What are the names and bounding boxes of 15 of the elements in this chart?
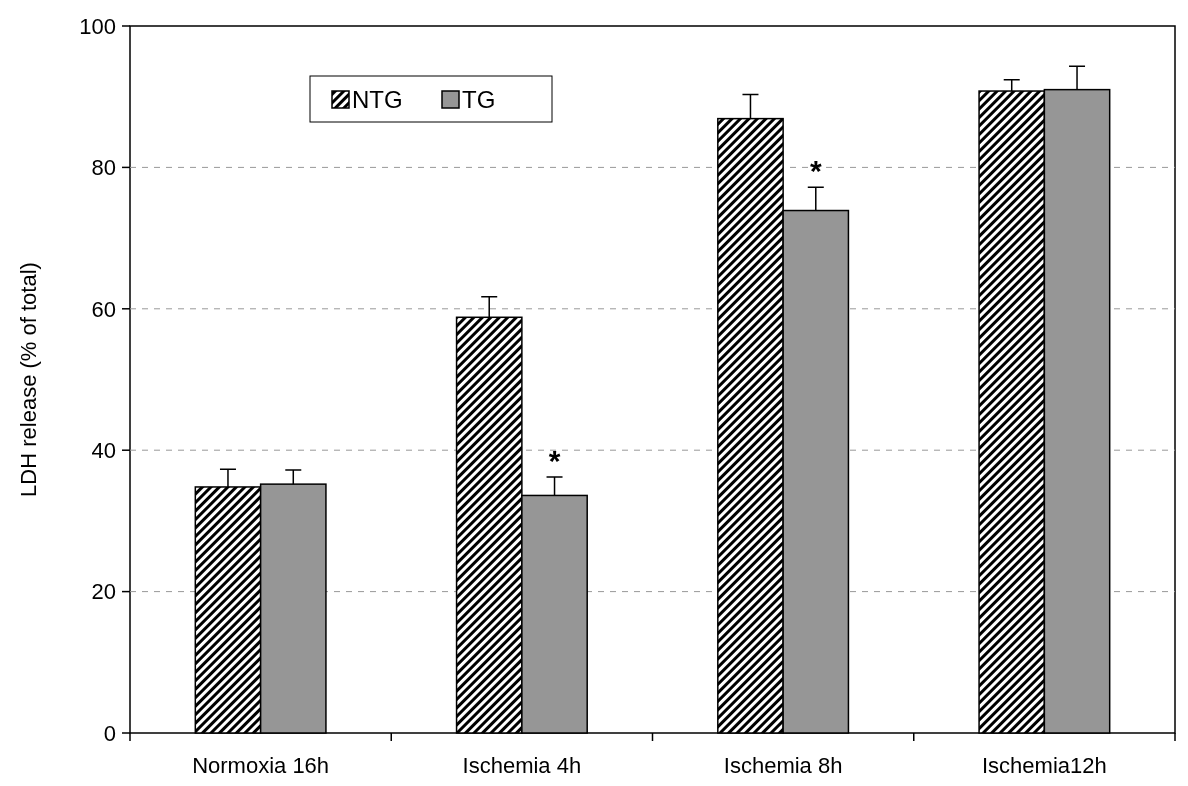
y-tick-label: 20 bbox=[91, 579, 116, 605]
y-axis-title: LDH release (% of total) bbox=[16, 262, 41, 497]
annotation: * bbox=[548, 444, 561, 478]
legend-label: TG bbox=[462, 86, 496, 113]
legend-label: NTG bbox=[352, 86, 403, 113]
x-tick-label: Normoxia 16h bbox=[192, 753, 330, 778]
y-tick-label: 0 bbox=[103, 720, 116, 746]
x-tick-label: Ischemia 4h bbox=[462, 753, 582, 778]
y-tick-label: 40 bbox=[91, 437, 116, 463]
y-tick-label: 80 bbox=[91, 155, 116, 181]
y-tick-label: 100 bbox=[79, 13, 116, 39]
x-tick-label: Ischemia12h bbox=[982, 753, 1107, 778]
annotation: * bbox=[809, 154, 822, 188]
x-tick-label: Ischemia 8h bbox=[723, 753, 843, 778]
y-tick-label: 60 bbox=[91, 296, 116, 322]
